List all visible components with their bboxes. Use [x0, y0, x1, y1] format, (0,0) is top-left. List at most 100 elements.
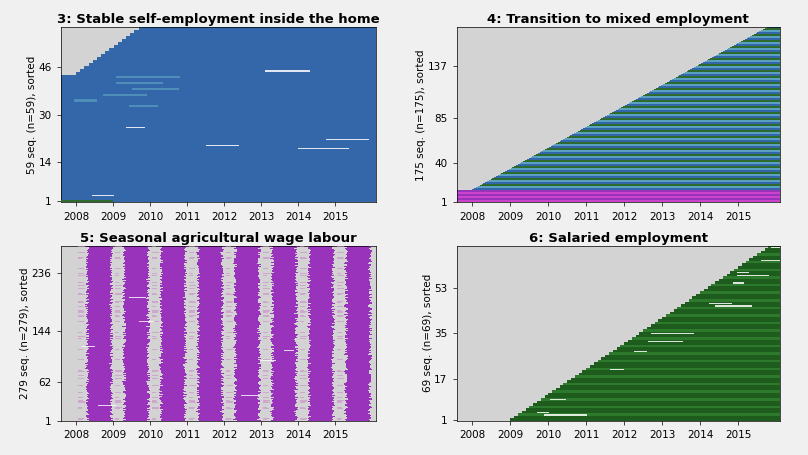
Bar	[125, 388, 149, 389]
Bar	[226, 384, 232, 385]
Bar	[163, 409, 187, 410]
Bar	[345, 353, 368, 354]
Bar	[345, 350, 369, 351]
Bar	[236, 274, 260, 275]
Bar	[309, 369, 333, 370]
Bar	[189, 312, 195, 313]
Bar	[162, 313, 186, 314]
Bar	[78, 407, 82, 408]
Bar	[162, 278, 187, 279]
Bar	[587, 368, 780, 370]
Bar	[537, 400, 780, 403]
Bar	[88, 309, 112, 310]
Bar	[198, 295, 221, 296]
Bar	[579, 161, 601, 162]
Bar	[200, 312, 224, 313]
Bar	[344, 268, 368, 269]
Bar	[198, 320, 221, 321]
Bar	[263, 268, 268, 269]
Bar	[200, 413, 224, 414]
Bar	[345, 277, 369, 278]
Bar	[89, 63, 376, 66]
Bar	[200, 382, 224, 383]
Bar	[160, 348, 183, 349]
Bar	[601, 358, 780, 360]
Bar	[123, 372, 147, 373]
Bar	[234, 332, 258, 333]
Bar	[237, 420, 261, 421]
Bar	[272, 388, 297, 389]
Bar	[271, 248, 294, 249]
Bar	[300, 282, 306, 283]
Bar	[234, 362, 259, 363]
Bar	[103, 94, 147, 96]
Bar	[123, 314, 147, 315]
Bar	[125, 272, 149, 273]
Bar	[764, 28, 780, 29]
Bar	[97, 57, 376, 60]
Bar	[300, 336, 307, 337]
Bar	[199, 420, 223, 421]
Bar	[161, 269, 185, 270]
Bar	[78, 257, 84, 258]
Bar	[86, 267, 111, 268]
Bar	[237, 341, 260, 342]
Bar	[105, 51, 376, 54]
Bar	[161, 401, 185, 402]
Bar	[115, 384, 122, 385]
Bar	[633, 351, 647, 352]
Bar	[310, 254, 335, 255]
Bar	[88, 369, 112, 370]
Bar	[512, 167, 780, 168]
Bar	[457, 284, 711, 286]
Bar	[482, 184, 780, 186]
Bar	[347, 359, 372, 360]
Bar	[115, 252, 120, 253]
Bar	[621, 107, 780, 108]
Bar	[234, 310, 258, 311]
Bar	[457, 329, 643, 332]
Bar	[345, 273, 369, 274]
Bar	[200, 416, 223, 417]
Bar	[162, 347, 187, 348]
Bar	[271, 251, 296, 252]
Bar	[236, 348, 259, 349]
Bar	[86, 382, 110, 383]
Bar	[234, 286, 259, 287]
Bar	[89, 253, 112, 254]
Bar	[525, 161, 780, 162]
Bar	[200, 366, 223, 367]
Bar	[345, 370, 369, 371]
Bar	[594, 122, 780, 123]
Bar	[234, 330, 258, 331]
Bar	[274, 348, 297, 349]
Bar	[200, 317, 223, 318]
Bar	[300, 301, 306, 302]
Bar	[124, 411, 149, 412]
Bar	[234, 321, 259, 322]
Bar	[161, 339, 185, 340]
Bar	[87, 385, 111, 386]
Bar	[709, 303, 731, 304]
Bar	[271, 374, 296, 375]
Bar	[76, 72, 376, 75]
Bar	[162, 372, 186, 373]
Bar	[189, 257, 196, 258]
Bar	[273, 289, 297, 290]
Bar	[161, 261, 185, 262]
Bar	[347, 251, 372, 252]
Bar	[337, 281, 344, 282]
Bar	[125, 283, 149, 284]
Bar	[162, 277, 187, 278]
Bar	[162, 309, 187, 310]
Bar	[708, 286, 780, 289]
Bar	[226, 407, 229, 408]
Bar	[726, 273, 780, 276]
Bar	[643, 329, 780, 332]
Bar	[337, 273, 341, 274]
Y-axis label: 279 seq. (n=279), sorted: 279 seq. (n=279), sorted	[20, 268, 31, 399]
Bar	[87, 251, 112, 252]
Bar	[309, 384, 334, 385]
Bar	[200, 409, 224, 410]
Bar	[738, 43, 780, 44]
